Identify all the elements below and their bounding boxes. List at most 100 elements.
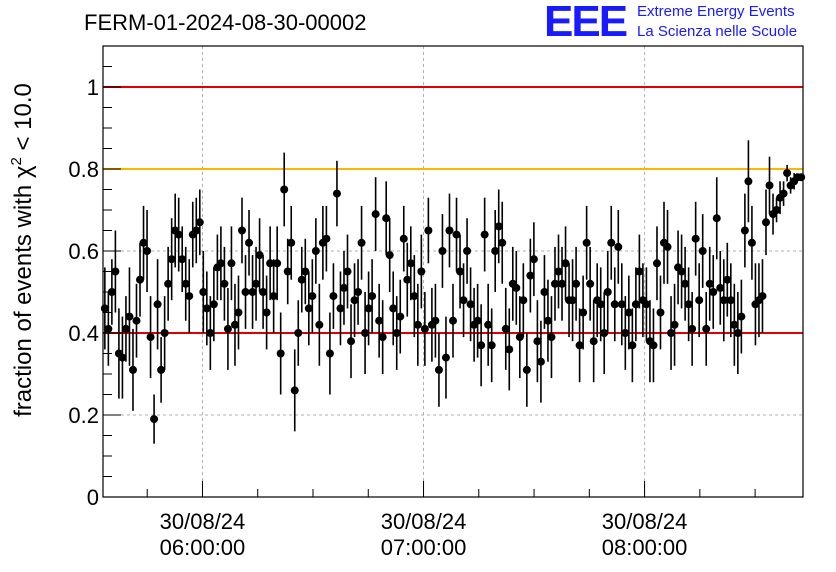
data-point [691,234,700,243]
data-point [716,283,725,292]
data-point [621,329,630,337]
data-point [466,300,475,309]
data-point [322,234,331,243]
data-point [449,316,457,325]
data-point [719,296,728,305]
data-point [357,238,366,247]
axis-layer: 00.20.40.60.8130/08/2406:00:0030/08/2407… [68,66,756,560]
data-point [139,238,148,247]
data-point [255,251,264,260]
data-point [491,247,500,255]
data-point [561,259,570,268]
data-point [368,292,377,301]
data-point [695,296,704,305]
y-tick-label: 0.2 [68,403,99,428]
data-point [600,329,609,337]
data-point [589,337,598,346]
data-point [118,353,127,362]
data-point [681,279,690,288]
data-point [266,259,275,268]
data-point [143,247,152,255]
data-point [526,271,535,280]
data-point [529,255,538,264]
data-point [688,324,697,333]
data-point [237,226,246,235]
data-point [624,308,633,317]
data-point [132,316,141,325]
data-point [150,415,159,424]
data-point [325,349,334,358]
data-point [329,292,338,301]
data-point [740,226,749,235]
data-point [572,279,581,288]
x-tick-time-label: 08:00:00 [602,535,688,560]
data-point [522,365,531,374]
data-point [385,251,394,260]
data-point [223,324,232,333]
data-point [146,333,155,342]
data-point [157,365,166,374]
data-point [192,226,201,235]
data-point [128,365,137,374]
data-point [463,247,472,255]
data-point [153,300,162,309]
y-tick-label: 1 [87,75,99,100]
data-point [550,279,559,288]
data-point [684,300,693,309]
data-point [297,275,306,284]
data-point [512,283,521,292]
data-point [635,267,644,276]
data-point [252,279,261,288]
data-point [596,300,605,309]
data-point [772,206,781,214]
data-point [723,275,732,284]
data-point [705,279,714,288]
data-point [670,320,679,329]
data-point [262,308,271,317]
data-point [617,300,626,309]
data-point [438,247,447,255]
data-point [206,329,215,337]
data-point [434,365,443,374]
data-point [733,329,742,337]
data-layer [100,140,806,444]
data-point [420,324,429,333]
data-point [304,304,313,313]
data-point [399,234,408,243]
data-point [642,300,651,309]
data-point [730,320,739,329]
data-point [389,304,398,313]
chart-title: FERM-01-2024-08-30-00002 [84,10,367,35]
data-point [234,308,243,317]
data-point [709,288,718,296]
data-point [371,210,380,219]
data-point [332,189,341,198]
data-point [339,283,348,292]
data-point [783,169,792,178]
data-point [431,316,440,325]
data-point [230,320,239,329]
data-point [424,226,433,235]
data-point [181,279,190,288]
data-point [185,292,194,301]
data-point [283,267,292,276]
data-point [765,181,774,190]
data-point [276,349,285,358]
data-point [575,341,584,350]
data-point [667,329,676,337]
data-point [410,292,419,301]
data-point [663,242,672,251]
data-point [382,214,391,223]
data-point [280,185,289,194]
data-point [167,255,176,264]
data-point [209,300,218,309]
data-point [477,341,486,350]
data-point [361,329,370,337]
data-point [195,218,204,227]
data-point [515,333,524,342]
data-point [586,279,595,288]
data-point [354,288,363,296]
data-point [505,345,514,354]
data-point [536,357,545,366]
data-point [290,386,299,395]
